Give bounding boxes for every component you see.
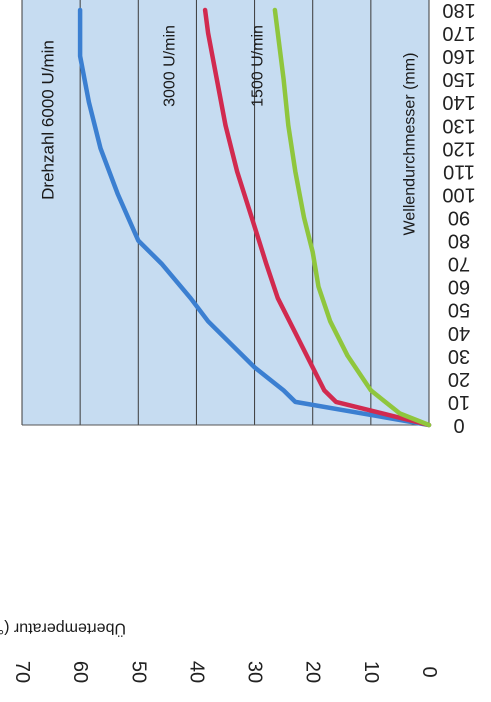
- y-axis-label: Übertemperatur (°C): [0, 620, 126, 638]
- y-tick-label: 60: [69, 661, 91, 683]
- x-tick-label: 50: [448, 299, 470, 321]
- y-tick-label: 50: [127, 661, 149, 683]
- x-tick-label: 100: [442, 183, 475, 205]
- series-line-0: [77, 7, 432, 428]
- series-label-1500: 1500 U/min: [250, 25, 267, 107]
- y-tick-label: 30: [244, 661, 266, 683]
- x-tick-label: 70: [448, 253, 470, 275]
- x-tick-label: 10: [448, 391, 470, 413]
- x-tick-label: 80: [448, 230, 470, 252]
- series-line-2: [272, 7, 432, 428]
- y-tick-label: 20: [302, 661, 324, 683]
- y-tick-label: 40: [185, 661, 207, 683]
- x-tick-label: 130: [442, 114, 475, 136]
- x-tick-label: 150: [442, 68, 475, 90]
- grid: [21, 0, 430, 426]
- axes: 0102030405060700102030405060708090100110…: [11, 0, 476, 683]
- plot-background: [22, 0, 429, 425]
- series-label-3000: 3000 U/min: [162, 25, 179, 107]
- x-tick-label: 110: [443, 160, 475, 182]
- x-tick-label: 120: [442, 137, 475, 159]
- x-axis-label: Wellendurchmesser (mm): [402, 53, 419, 236]
- labels: Übertemperatur (°C) Wellendurchmesser (m…: [0, 25, 419, 637]
- x-tick-label: 90: [448, 207, 470, 229]
- x-tick-label: 30: [448, 345, 470, 367]
- y-tick-label: 70: [11, 661, 33, 683]
- x-tick-label: 60: [448, 276, 470, 298]
- x-tick-label: 20: [448, 368, 470, 390]
- series-line-1: [202, 7, 432, 428]
- x-tick-label: 140: [442, 91, 475, 113]
- y-tick-label: 10: [360, 661, 382, 683]
- series-label-6000: Drehzahl 6000 U/min: [39, 40, 58, 200]
- y-tick-label: 0: [418, 666, 440, 677]
- x-tick-label: 180: [442, 0, 475, 21]
- x-tick-label: 0: [453, 414, 464, 436]
- series-group: [77, 7, 432, 428]
- x-tick-label: 160: [442, 45, 475, 67]
- x-tick-label: 170: [442, 22, 475, 44]
- x-tick-label: 40: [448, 322, 470, 344]
